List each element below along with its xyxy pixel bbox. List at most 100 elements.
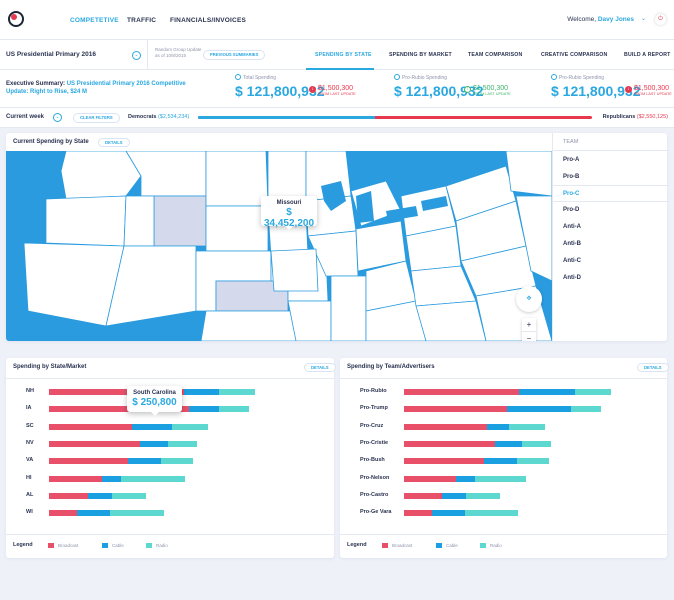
bar-segment-broadcast[interactable] <box>404 389 519 395</box>
bar-segment-broadcast[interactable] <box>404 440 495 447</box>
bar-segment-cable[interactable] <box>432 510 465 517</box>
bar-segment-radio[interactable] <box>112 492 146 499</box>
map-tooltip: Missouri $ 34,452,200 <box>261 196 317 230</box>
bar-segment-radio[interactable] <box>121 475 185 482</box>
bar-segment-cable[interactable] <box>140 440 168 447</box>
tooltip-value: $ 250,800 <box>132 397 177 408</box>
tooltip-value: $ 34,452,200 <box>263 207 315 229</box>
bar-segment-cable[interactable] <box>456 475 475 482</box>
bar-segment-cable[interactable] <box>102 475 121 482</box>
tab-team-comparison[interactable]: TEAM COMPARISON <box>468 52 523 58</box>
bar-segment-radio[interactable] <box>522 440 551 447</box>
bar-segment-broadcast[interactable] <box>49 389 184 395</box>
bar-segment-radio[interactable] <box>571 406 601 413</box>
user-menu-chevron-icon[interactable]: ⌄ <box>640 16 647 22</box>
tab-build-a-report[interactable]: BUILD A REPORT <box>624 52 671 58</box>
bar-segment-cable[interactable] <box>77 510 110 517</box>
spending-by-team-card: Spending by Team/Advertisers DETAILS Leg… <box>340 358 669 558</box>
bar-segment-cable[interactable] <box>442 492 466 499</box>
team-item[interactable]: Anti-A <box>563 224 581 230</box>
bar-category-label: SC <box>26 422 34 429</box>
bar-segment-cable[interactable] <box>132 423 172 430</box>
bar-segment-broadcast[interactable] <box>404 510 432 517</box>
bar-segment-radio[interactable] <box>465 510 518 517</box>
bar-category-label: AL <box>26 491 34 498</box>
team-item-active[interactable]: Pro-C <box>553 185 668 202</box>
nav-competetive[interactable]: COMPETETIVE <box>70 17 119 24</box>
bar-segment-cable[interactable] <box>189 406 219 413</box>
legend-swatch <box>102 543 108 548</box>
tab-creative-comparison[interactable]: CREATIVE COMPARISON <box>541 52 608 58</box>
bar-segment-cable[interactable] <box>128 458 161 465</box>
bar-segment-broadcast[interactable] <box>49 423 132 430</box>
bar-segment-cable[interactable] <box>507 406 571 413</box>
power-icon[interactable]: ⏻ <box>655 14 666 25</box>
map-details-button[interactable]: DETAILS <box>98 138 130 147</box>
nav-financials[interactable]: FINANCIALS/INVOICES <box>170 17 247 24</box>
chevron-down-icon[interactable]: ⌄ <box>53 113 62 122</box>
zoom-out-button[interactable]: − <box>522 331 536 341</box>
logo[interactable] <box>8 11 24 27</box>
bar-segment-broadcast[interactable] <box>49 440 140 447</box>
nav-traffic[interactable]: TRAFFIC <box>127 17 157 24</box>
bar-segment-broadcast[interactable] <box>404 492 442 499</box>
bar-segment-broadcast[interactable] <box>404 475 456 482</box>
bar-category-label: HI <box>26 474 32 481</box>
legend-swatch <box>48 543 54 548</box>
bar-segment-radio[interactable] <box>161 458 193 465</box>
metric-pro-rubio-2: Pro-Rubio Spending $ 121,800,932 ↓ $1,50… <box>551 74 672 99</box>
bar-segment-cable[interactable] <box>484 458 517 465</box>
bar-segment-radio[interactable] <box>219 389 255 395</box>
previous-summaries-button[interactable]: PREVIOUS SUMMARIES <box>203 50 266 60</box>
bar-segment-radio[interactable] <box>475 475 526 482</box>
bar-segment-radio[interactable] <box>509 423 545 430</box>
bar-segment-cable[interactable] <box>495 440 522 447</box>
bar-segment-broadcast[interactable] <box>49 458 128 465</box>
bar-category-label: NH <box>26 388 34 394</box>
pan-control-icon[interactable]: ✥ <box>516 286 542 312</box>
bar-category-label: NV <box>26 439 34 446</box>
bar-segment-broadcast[interactable] <box>404 458 484 465</box>
team-item[interactable]: Anti-B <box>563 241 581 247</box>
tab-spending-by-market[interactable]: SPENDING BY MARKET <box>389 52 452 58</box>
bar-segment-broadcast[interactable] <box>49 492 88 499</box>
team-details-button[interactable]: DETAILS <box>637 363 669 372</box>
team-item[interactable]: Pro-A <box>563 157 580 163</box>
team-item[interactable]: Anti-C <box>563 258 581 264</box>
bar-segment-cable[interactable] <box>88 492 112 499</box>
bar-category-label: WI <box>26 509 33 516</box>
dollar-icon <box>394 74 400 80</box>
team-item[interactable]: Pro-D <box>563 207 580 213</box>
bar-segment-cable[interactable] <box>519 389 575 395</box>
team-item[interactable]: Anti-D <box>563 275 581 281</box>
bar-segment-radio[interactable] <box>110 510 164 517</box>
zoom-in-button[interactable]: + <box>526 320 532 329</box>
us-map[interactable]: Missouri $ 34,452,200 ✥ + − <box>6 151 552 341</box>
bar-segment-broadcast[interactable] <box>404 406 507 413</box>
welcome-text: Welcome, Davy Jones <box>567 16 634 23</box>
bar-segment-cable[interactable] <box>184 389 219 395</box>
state-details-button[interactable]: DETAILS <box>304 363 336 372</box>
user-name[interactable]: Davy Jones <box>597 16 634 23</box>
bar-segment-radio[interactable] <box>219 406 249 413</box>
bar-segment-broadcast[interactable] <box>49 406 189 413</box>
bar-segment-broadcast[interactable] <box>49 510 77 517</box>
clear-filters-button[interactable]: CLEAR FILTERS <box>73 113 120 123</box>
bar-segment-broadcast[interactable] <box>49 475 102 482</box>
dollar-icon <box>235 74 241 80</box>
bar-segment-radio[interactable] <box>517 458 549 465</box>
bar-segment-radio[interactable] <box>168 440 197 447</box>
bar-segment-radio[interactable] <box>172 423 208 430</box>
bar-category-label: Pro-Bush <box>360 457 385 464</box>
bar-segment-cable[interactable] <box>487 423 509 430</box>
bar-segment-broadcast[interactable] <box>404 423 487 430</box>
bar-segment-radio[interactable] <box>575 389 611 395</box>
metric-delta: ↑ $1,500,300 FROM LAST UPDATE <box>464 85 511 96</box>
chevron-down-icon[interactable]: ⌄ <box>132 51 141 60</box>
team-item[interactable]: Pro-B <box>563 174 580 180</box>
team-list-header: TEAM <box>553 133 668 151</box>
bar-segment-radio[interactable] <box>466 492 500 499</box>
tab-spending-by-state[interactable]: SPENDING BY STATE <box>315 52 372 58</box>
campaign-dropdown-title[interactable]: US Presidential Primary 2016 <box>6 51 96 58</box>
us-map-svg[interactable] <box>6 151 552 341</box>
